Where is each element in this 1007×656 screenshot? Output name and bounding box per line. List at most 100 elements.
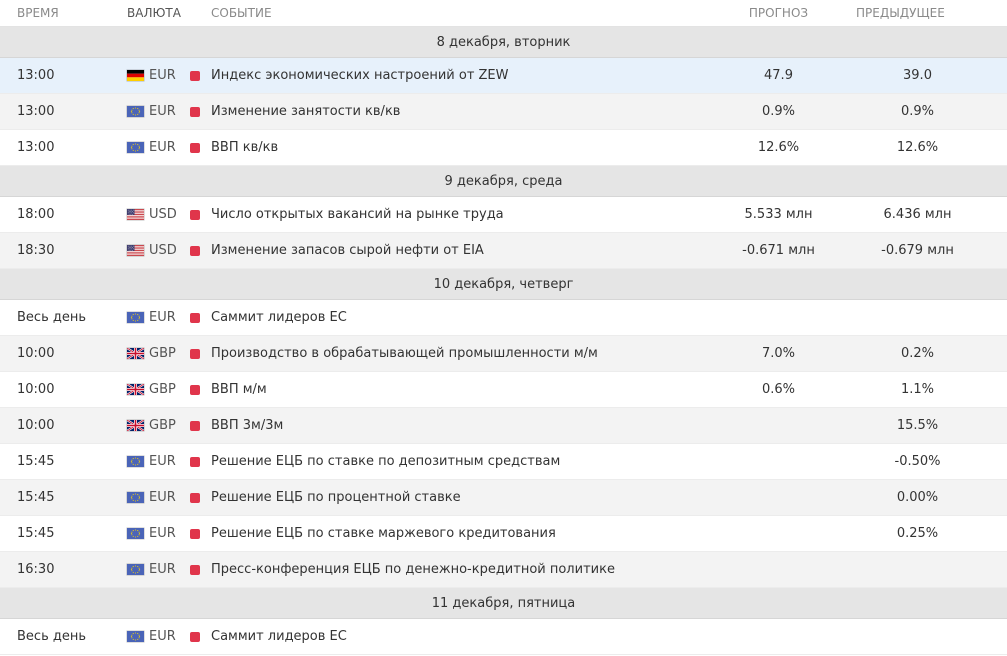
event-currency: EUR	[127, 454, 190, 469]
currency-code: EUR	[149, 104, 176, 119]
event-time: Весь день	[17, 310, 87, 325]
us-flag-icon	[127, 245, 144, 256]
event-row[interactable]: 10:00 GBP ВВП 3м/3м 15.5%	[0, 408, 1007, 444]
importance-high-icon	[190, 312, 200, 323]
currency-code: GBP	[149, 418, 176, 433]
event-currency: EUR	[127, 310, 190, 325]
event-time: 15:45	[17, 526, 55, 541]
event-name[interactable]: Изменение запасов сырой нефти от EIA	[211, 243, 484, 258]
currency-code: GBP	[149, 382, 176, 397]
event-row[interactable]: 18:30 USD Изменение запасов сырой нефти от…	[0, 233, 1007, 269]
event-name[interactable]: Производство в обрабатывающей промышленн…	[211, 346, 598, 361]
event-row[interactable]: 16:30 EUR Пресс-конференция ЕЦБ по денежно…	[0, 552, 1007, 588]
currency-code: USD	[149, 207, 177, 222]
event-currency: USD	[127, 243, 190, 258]
event-row[interactable]: 15:45 EUR Решение ЕЦБ по процентной ставке…	[0, 480, 1007, 516]
importance-high-icon	[190, 631, 200, 642]
event-currency: USD	[127, 207, 190, 222]
currency-code: EUR	[149, 562, 176, 577]
eu-flag-icon	[127, 142, 144, 153]
event-currency: EUR	[127, 629, 190, 644]
event-name[interactable]: ВВП м/м	[211, 382, 267, 397]
event-time: 15:45	[17, 454, 55, 469]
event-forecast: 0.6%	[761, 382, 796, 397]
importance-high-icon	[190, 492, 200, 503]
event-currency: EUR	[127, 68, 190, 83]
event-previous: 0.2%	[900, 346, 935, 361]
event-time: 13:00	[17, 140, 55, 155]
table-header: Время Валюта Событие Прогноз Предыдущее	[0, 0, 1007, 27]
event-row[interactable]: 13:00 EUR ВВП кв/кв 12.6% 12.6%	[0, 130, 1007, 166]
eu-flag-icon	[127, 456, 144, 467]
event-row[interactable]: Весь день EUR Саммит лидеров ЕС	[0, 300, 1007, 336]
us-flag-icon	[127, 209, 144, 220]
importance-cell	[190, 528, 211, 539]
importance-cell	[190, 312, 211, 323]
day-header-row: 8 декабря, вторник	[0, 27, 1007, 58]
event-time: 16:30	[17, 562, 55, 577]
event-row[interactable]: 10:00 GBP ВВП м/м 0.6% 1.1%	[0, 372, 1007, 408]
importance-high-icon	[190, 142, 200, 153]
event-name[interactable]: Индекс экономических настроений от ZEW	[211, 68, 509, 83]
event-name[interactable]: Саммит лидеров ЕС	[211, 629, 347, 644]
de-flag-icon	[127, 70, 144, 81]
event-name[interactable]: Решение ЕЦБ по ставке маржевого кредитов…	[211, 526, 556, 541]
importance-cell	[190, 631, 211, 642]
event-name[interactable]: Решение ЕЦБ по процентной ставке	[211, 490, 461, 505]
event-name[interactable]: Пресс-конференция ЕЦБ по денежно-кредитн…	[211, 562, 615, 577]
importance-cell	[190, 384, 211, 395]
currency-code: EUR	[149, 526, 176, 541]
event-row[interactable]: 15:45 EUR Решение ЕЦБ по ставке маржевого …	[0, 516, 1007, 552]
importance-cell	[190, 209, 211, 220]
event-name[interactable]: Саммит лидеров ЕС	[211, 310, 347, 325]
currency-code: USD	[149, 243, 177, 258]
event-row[interactable]: Весь день EUR Саммит лидеров ЕС	[0, 619, 1007, 655]
importance-cell	[190, 245, 211, 256]
importance-cell	[190, 492, 211, 503]
day-header-label: 9 декабря, среда	[444, 173, 563, 189]
importance-cell	[190, 456, 211, 467]
event-previous: 1.1%	[900, 382, 935, 397]
event-name[interactable]: ВВП кв/кв	[211, 140, 279, 155]
event-row[interactable]: 10:00 GBP Производство в обрабатывающей пр…	[0, 336, 1007, 372]
event-currency: EUR	[127, 562, 190, 577]
event-previous: 0.25%	[896, 526, 939, 541]
event-previous: 0.9%	[900, 104, 935, 119]
event-name[interactable]: Число открытых вакансий на рынке труда	[211, 207, 504, 222]
importance-high-icon	[190, 528, 200, 539]
event-forecast: 0.9%	[761, 104, 796, 119]
eu-flag-icon	[127, 106, 144, 117]
day-header-label: 10 декабря, четверг	[433, 276, 574, 292]
event-name[interactable]: Решение ЕЦБ по ставке по депозитным сред…	[211, 454, 561, 469]
importance-high-icon	[190, 209, 200, 220]
currency-code: EUR	[149, 68, 176, 83]
event-previous: -0.50%	[894, 454, 941, 469]
event-row[interactable]: 15:45 EUR Решение ЕЦБ по ставке по депозит…	[0, 444, 1007, 480]
importance-high-icon	[190, 348, 200, 359]
currency-code: GBP	[149, 346, 176, 361]
event-row[interactable]: 13:00 EUR Изменение занятости кв/кв 0.9% 0.9…	[0, 94, 1007, 130]
event-time: 13:00	[17, 104, 55, 119]
event-currency: GBP	[127, 346, 190, 361]
eu-flag-icon	[127, 312, 144, 323]
currency-code: EUR	[149, 310, 176, 325]
eu-flag-icon	[127, 492, 144, 503]
event-row[interactable]: 18:00 USD Число открытых вакансий на рынке…	[0, 197, 1007, 233]
day-header-row: 10 декабря, четверг	[0, 269, 1007, 300]
importance-high-icon	[190, 420, 200, 431]
event-row[interactable]: 13:00 EUR Индекс экономических настроений …	[0, 58, 1007, 94]
event-time: 13:00	[17, 68, 55, 83]
importance-cell	[190, 142, 211, 153]
event-currency: EUR	[127, 104, 190, 119]
event-name[interactable]: Изменение занятости кв/кв	[211, 104, 401, 119]
event-currency: GBP	[127, 418, 190, 433]
importance-cell	[190, 106, 211, 117]
day-header-row: 9 декабря, среда	[0, 166, 1007, 197]
gb-flag-icon	[127, 384, 144, 395]
day-header-row: 11 декабря, пятница	[0, 588, 1007, 619]
column-header-event: Событие	[211, 6, 272, 20]
event-name[interactable]: ВВП 3м/3м	[211, 418, 284, 433]
event-forecast: 12.6%	[757, 140, 800, 155]
event-previous: 0.00%	[896, 490, 939, 505]
event-forecast: 5.533 млн	[744, 207, 813, 222]
